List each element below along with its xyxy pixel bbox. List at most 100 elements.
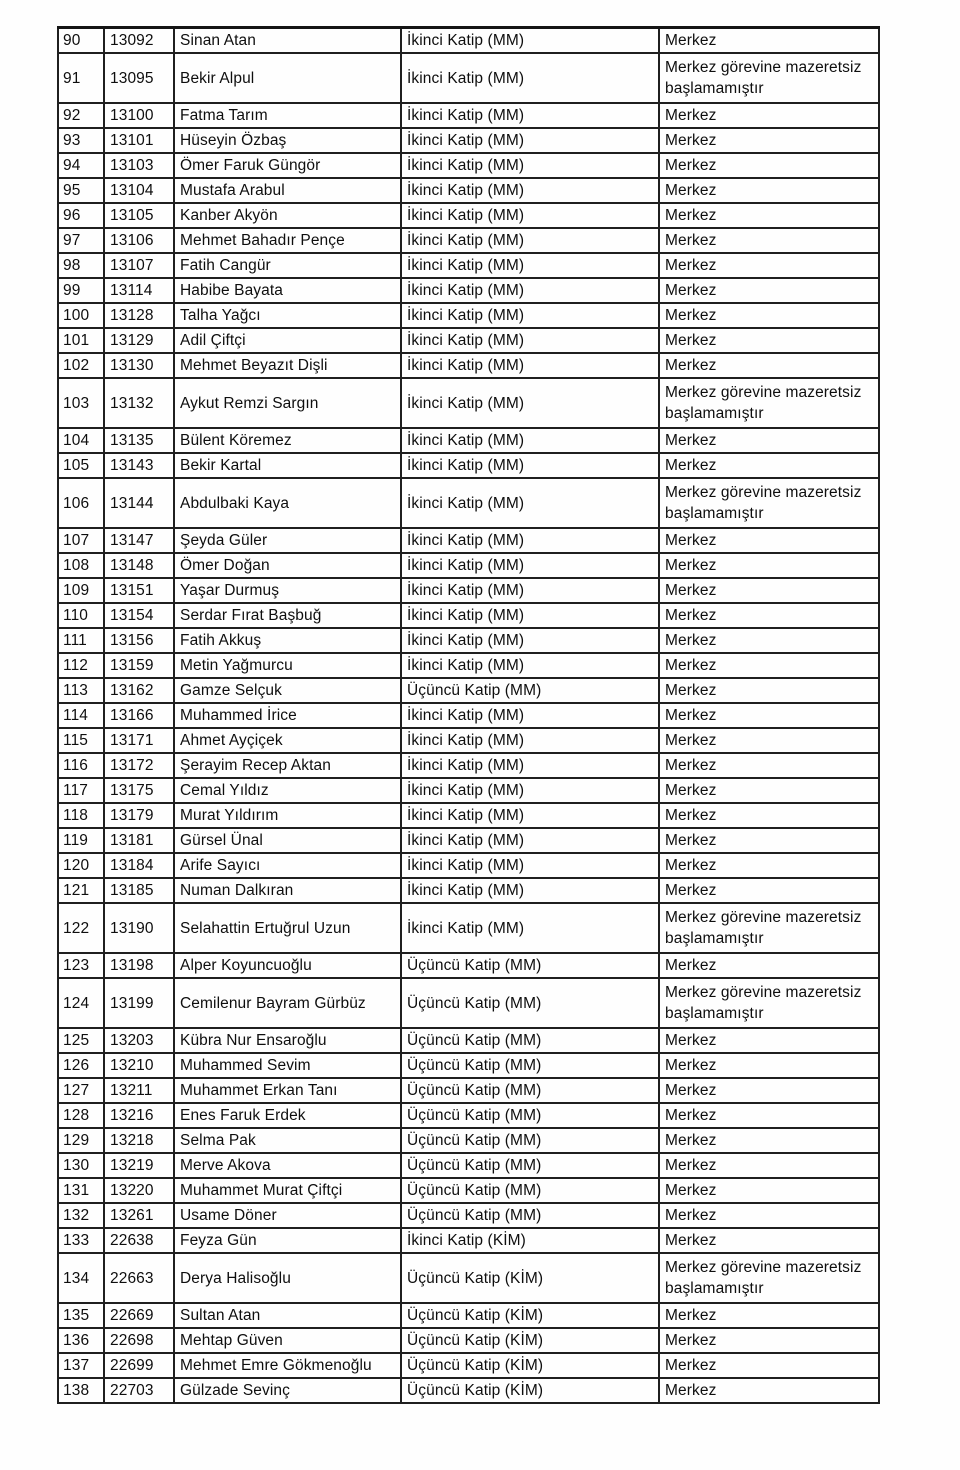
registry-number-cell: 22638 bbox=[103, 1227, 175, 1254]
title-cell: İkinci Katip (MM) bbox=[400, 902, 660, 954]
table-row: 100 13128 Talha Yağcı İkinci Katip (MM) … bbox=[57, 302, 880, 329]
registry-number-cell: 13166 bbox=[103, 702, 175, 729]
person-name-cell: Muhammed İrice bbox=[173, 702, 402, 729]
row-number-cell: 105 bbox=[57, 452, 105, 479]
person-name-cell: Fatih Cangür bbox=[173, 252, 402, 279]
person-name-cell: Kanber Akyön bbox=[173, 202, 402, 229]
table-row: 114 13166 Muhammed İrice İkinci Katip (M… bbox=[57, 702, 880, 729]
person-name-cell: Mehmet Emre Gökmenoğlu bbox=[173, 1352, 402, 1379]
status-cell: Merkez bbox=[658, 277, 880, 304]
table-row: 122 13190 Selahattin Ertuğrul Uzun İkinc… bbox=[57, 902, 880, 954]
table-row: 101 13129 Adil Çiftçi İkinci Katip (MM) … bbox=[57, 327, 880, 354]
row-number-cell: 138 bbox=[57, 1377, 105, 1404]
row-number-cell: 120 bbox=[57, 852, 105, 879]
title-cell: İkinci Katip (KİM) bbox=[400, 1227, 660, 1254]
registry-number-cell: 13147 bbox=[103, 527, 175, 554]
registry-number-cell: 22699 bbox=[103, 1352, 175, 1379]
table-row: 92 13100 Fatma Tarım İkinci Katip (MM) M… bbox=[57, 102, 880, 129]
title-cell: İkinci Katip (MM) bbox=[400, 152, 660, 179]
row-number-cell: 135 bbox=[57, 1302, 105, 1329]
person-name-cell: Arife Sayıcı bbox=[173, 852, 402, 879]
status-cell: Merkez bbox=[658, 602, 880, 629]
status-cell: Merkez bbox=[658, 227, 880, 254]
row-number-cell: 128 bbox=[57, 1102, 105, 1129]
table-row: 124 13199 Cemilenur Bayram Gürbüz Üçüncü… bbox=[57, 977, 880, 1029]
row-number-cell: 98 bbox=[57, 252, 105, 279]
title-cell: Üçüncü Katip (MM) bbox=[400, 977, 660, 1029]
row-number-cell: 93 bbox=[57, 127, 105, 154]
row-number-cell: 108 bbox=[57, 552, 105, 579]
person-name-cell: Murat Yıldırım bbox=[173, 802, 402, 829]
row-number-cell: 95 bbox=[57, 177, 105, 204]
title-cell: İkinci Katip (MM) bbox=[400, 277, 660, 304]
status-cell: Merkez bbox=[658, 26, 880, 54]
person-name-cell: Bekir Kartal bbox=[173, 452, 402, 479]
registry-number-cell: 13100 bbox=[103, 102, 175, 129]
row-number-cell: 94 bbox=[57, 152, 105, 179]
registry-number-cell: 13156 bbox=[103, 627, 175, 654]
table-row: 109 13151 Yaşar Durmuş İkinci Katip (MM)… bbox=[57, 577, 880, 604]
table-row: 138 22703 Gülzade Sevinç Üçüncü Katip (K… bbox=[57, 1377, 880, 1404]
person-name-cell: Usame Döner bbox=[173, 1202, 402, 1229]
registry-number-cell: 13220 bbox=[103, 1177, 175, 1204]
status-cell: Merkez bbox=[658, 252, 880, 279]
status-cell: Merkez bbox=[658, 327, 880, 354]
status-cell: Merkez bbox=[658, 1077, 880, 1104]
person-name-cell: Cemal Yıldız bbox=[173, 777, 402, 804]
table-row: 93 13101 Hüseyin Özbaş İkinci Katip (MM)… bbox=[57, 127, 880, 154]
person-name-cell: Serdar Fırat Başbuğ bbox=[173, 602, 402, 629]
title-cell: İkinci Katip (MM) bbox=[400, 652, 660, 679]
person-name-cell: Numan Dalkıran bbox=[173, 877, 402, 904]
person-name-cell: Abdulbaki Kaya bbox=[173, 477, 402, 529]
registry-number-cell: 13219 bbox=[103, 1152, 175, 1179]
title-cell: İkinci Katip (MM) bbox=[400, 302, 660, 329]
registry-number-cell: 13095 bbox=[103, 52, 175, 104]
row-number-cell: 116 bbox=[57, 752, 105, 779]
status-cell: Merkez görevine mazeretsiz başlamamıştır bbox=[658, 377, 880, 429]
person-name-cell: Bülent Köremez bbox=[173, 427, 402, 454]
registry-number-cell: 13171 bbox=[103, 727, 175, 754]
registry-number-cell: 13211 bbox=[103, 1077, 175, 1104]
person-name-cell: Mustafa Arabul bbox=[173, 177, 402, 204]
status-cell: Merkez bbox=[658, 527, 880, 554]
registry-number-cell: 13135 bbox=[103, 427, 175, 454]
person-name-cell: Fatih Akkuş bbox=[173, 627, 402, 654]
title-cell: İkinci Katip (MM) bbox=[400, 577, 660, 604]
table-row: 98 13107 Fatih Cangür İkinci Katip (MM) … bbox=[57, 252, 880, 279]
title-cell: İkinci Katip (MM) bbox=[400, 777, 660, 804]
person-name-cell: Sultan Atan bbox=[173, 1302, 402, 1329]
registry-number-cell: 13101 bbox=[103, 127, 175, 154]
status-cell: Merkez bbox=[658, 777, 880, 804]
person-name-cell: Merve Akova bbox=[173, 1152, 402, 1179]
row-number-cell: 103 bbox=[57, 377, 105, 429]
person-name-cell: Fatma Tarım bbox=[173, 102, 402, 129]
title-cell: Üçüncü Katip (MM) bbox=[400, 1202, 660, 1229]
table-row: 135 22669 Sultan Atan Üçüncü Katip (KİM)… bbox=[57, 1302, 880, 1329]
status-cell: Merkez bbox=[658, 1352, 880, 1379]
person-name-cell: Derya Halisoğlu bbox=[173, 1252, 402, 1304]
title-cell: İkinci Katip (MM) bbox=[400, 202, 660, 229]
status-cell: Merkez bbox=[658, 1327, 880, 1354]
row-number-cell: 90 bbox=[57, 26, 105, 54]
status-cell: Merkez bbox=[658, 177, 880, 204]
status-cell: Merkez bbox=[658, 852, 880, 879]
registry-number-cell: 13132 bbox=[103, 377, 175, 429]
title-cell: İkinci Katip (MM) bbox=[400, 26, 660, 54]
status-cell: Merkez bbox=[658, 102, 880, 129]
table-row: 127 13211 Muhammet Erkan Tanı Üçüncü Kat… bbox=[57, 1077, 880, 1104]
table-row: 131 13220 Muhammet Murat Çiftçi Üçüncü K… bbox=[57, 1177, 880, 1204]
row-number-cell: 129 bbox=[57, 1127, 105, 1154]
registry-number-cell: 13203 bbox=[103, 1027, 175, 1054]
title-cell: İkinci Katip (MM) bbox=[400, 327, 660, 354]
table-row: 110 13154 Serdar Fırat Başbuğ İkinci Kat… bbox=[57, 602, 880, 629]
table-row: 126 13210 Muhammed Sevim Üçüncü Katip (M… bbox=[57, 1052, 880, 1079]
person-name-cell: Talha Yağcı bbox=[173, 302, 402, 329]
title-cell: Üçüncü Katip (KİM) bbox=[400, 1327, 660, 1354]
title-cell: Üçüncü Katip (KİM) bbox=[400, 1302, 660, 1329]
person-name-cell: Gürsel Ünal bbox=[173, 827, 402, 854]
registry-number-cell: 13106 bbox=[103, 227, 175, 254]
table-row: 136 22698 Mehtap Güven Üçüncü Katip (KİM… bbox=[57, 1327, 880, 1354]
person-name-cell: Feyza Gün bbox=[173, 1227, 402, 1254]
row-number-cell: 112 bbox=[57, 652, 105, 679]
table-row: 91 13095 Bekir Alpul İkinci Katip (MM) M… bbox=[57, 52, 880, 104]
